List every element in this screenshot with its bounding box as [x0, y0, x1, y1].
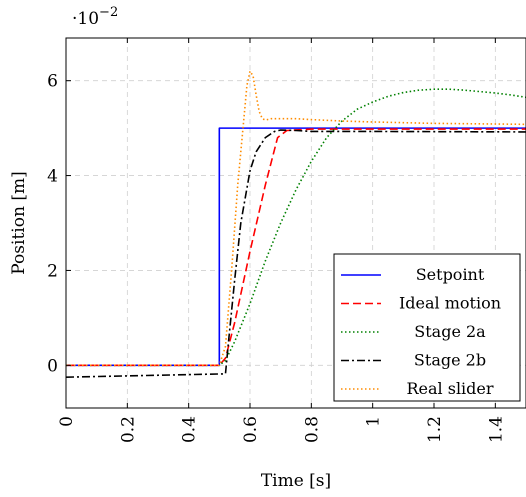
legend-label: Ideal motion: [399, 294, 501, 313]
legend: Setpoint Ideal motion Stage 2a Stage 2b Real…: [333, 253, 521, 402]
x-tick-label: 0.8: [302, 416, 322, 443]
x-tick-label: 0: [57, 416, 77, 427]
legend-label: Stage 2a: [414, 322, 486, 341]
plot-frame: [65, 37, 526, 409]
y-scale-label: ·10−2: [72, 5, 118, 29]
y-tick-label: 2: [47, 261, 58, 281]
series-group: [66, 70, 526, 378]
x-tick-label: 1.2: [425, 416, 445, 443]
series-line-ideal-motion: [66, 128, 526, 367]
x-tick-label: 1.4: [486, 416, 506, 443]
legend-label: Setpoint: [416, 265, 485, 284]
x-tick-label: 0.2: [118, 416, 138, 443]
y-axis-label: Position [m]: [9, 171, 29, 274]
x-tick-label: 0.4: [180, 416, 200, 443]
y-scale-base: ·10: [72, 9, 99, 29]
ticks: 0 0.2 0.4 0.6 0.8 1 1.2 1.4 0 2 4 6: [47, 38, 506, 443]
series-line-stage-2a: [66, 88, 526, 367]
legend-label: Real slider: [406, 379, 493, 398]
series-line-real-slider: [66, 70, 526, 367]
legend-box: [333, 253, 521, 402]
y-tick-label: 4: [47, 167, 58, 187]
x-tick-label: 1: [364, 416, 384, 427]
x-tick-label: 0.6: [241, 416, 261, 443]
y-scale-exponent: −2: [99, 5, 118, 20]
y-tick-label: 6: [47, 72, 58, 92]
legend-label: Stage 2b: [414, 351, 486, 370]
x-axis-label: Time [s]: [261, 471, 331, 491]
y-tick-label: 0: [47, 356, 58, 376]
